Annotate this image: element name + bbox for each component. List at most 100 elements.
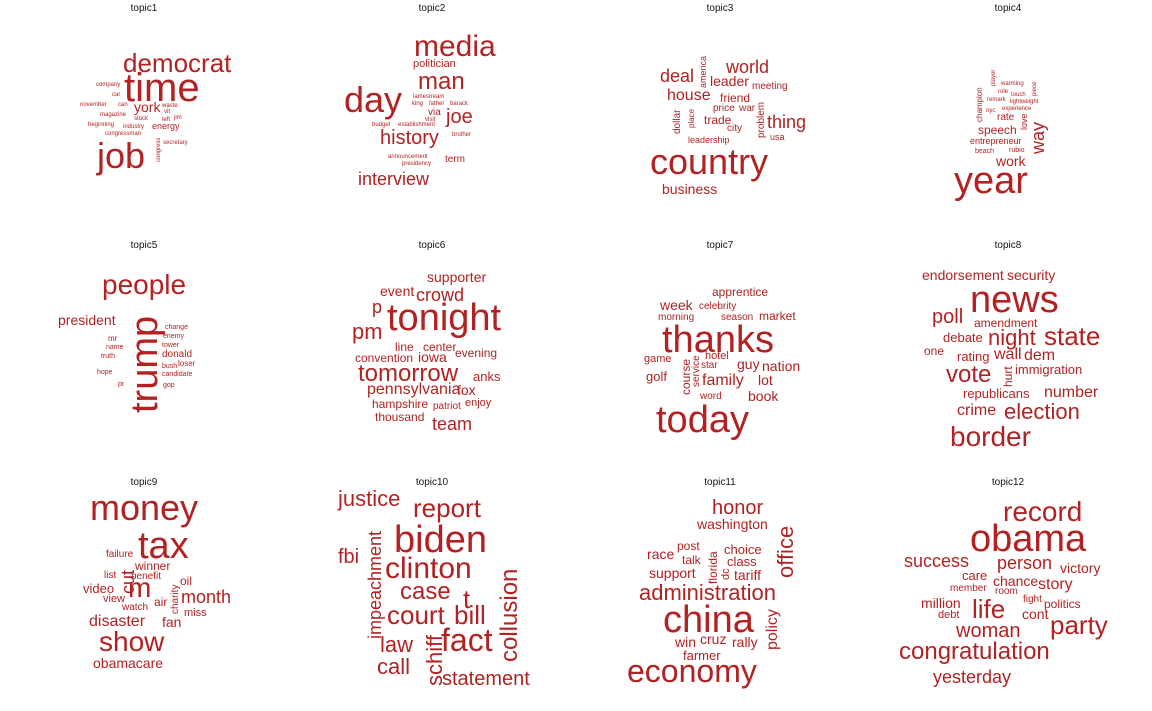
cloud-word: place [687, 108, 696, 128]
cloud-word: star [701, 360, 718, 371]
cloud-word: presidency [402, 161, 432, 167]
cloud-word: member [950, 583, 987, 594]
cloud-word: law [380, 632, 414, 657]
cloud-word: celebrity [699, 301, 737, 312]
cloud-word: impeachment [365, 530, 385, 639]
cloud-word: tomorrow [358, 360, 459, 387]
cloud-word: visit [425, 117, 436, 123]
panel-title: topic6 [418, 240, 446, 251]
cloud-word: beach [975, 148, 995, 155]
cloud-word: leader [710, 73, 749, 89]
cloud-word: day [344, 79, 403, 120]
cloud-word: wall [994, 346, 1022, 363]
cloud-word: immigration [1015, 362, 1083, 377]
cloud-word: father [429, 101, 445, 107]
cloud-word: honor [712, 497, 764, 519]
cloud-word: industry [123, 124, 145, 130]
cloud-word: million [921, 595, 961, 611]
cloud-word: bush [162, 363, 178, 370]
cloud-word: touch [1011, 92, 1026, 98]
panel-title: topic11 [704, 477, 736, 488]
cloud-word: change [165, 324, 188, 331]
cloud-word: person [997, 553, 1053, 573]
cloud-word: thing [767, 112, 807, 132]
cloud-word: office [773, 525, 798, 578]
cloud-word: politician [413, 58, 456, 70]
cloud-word: nation [762, 358, 801, 374]
cloud-word: can [118, 102, 128, 108]
cloud-word: security [1007, 267, 1056, 283]
cloud-word: china [663, 599, 754, 641]
cloud-word: loser [178, 359, 196, 368]
cloud-word: history [380, 127, 439, 149]
wordcloud-panel-topic6: topic6 supporter event crowd p tonight p… [288, 237, 576, 474]
cloud-word: season [721, 312, 754, 323]
cloud-word: obama [970, 518, 1087, 560]
cloud-word: media [414, 30, 496, 63]
cloud-word: hampshire [372, 397, 429, 411]
cloud-word: champion [975, 87, 984, 122]
cloud-word: lamestream [413, 94, 445, 100]
wordcloud-panel-topic8: topic8 endorsement security news poll am… [864, 237, 1152, 474]
cloud-word: oil [180, 574, 193, 588]
cloud-word: charity [170, 584, 181, 614]
cloud-word: chance [993, 573, 1039, 589]
cloud-word: morning [658, 312, 695, 323]
cloud-word: court [387, 600, 445, 630]
cloud-word: energy [152, 121, 180, 131]
panel-title: topic1 [130, 3, 158, 14]
cloud-word: tonight [387, 297, 502, 339]
cloud-word: budget [372, 122, 391, 128]
cloud-word: usa [770, 132, 785, 142]
cloud-word: talk [682, 553, 701, 567]
cloud-word: fact [441, 622, 493, 658]
cloud-word: enjoy [465, 397, 492, 409]
cloud-word: p [372, 297, 383, 317]
cloud-word: number [1044, 384, 1099, 401]
cloud-word: endorsement [922, 267, 1004, 283]
cloud-word: dem [1024, 347, 1056, 364]
cloud-word: money [90, 487, 199, 528]
cloud-word: disaster [89, 613, 146, 630]
cloud-word: piece [1032, 81, 1038, 96]
cloud-word: country [650, 141, 769, 182]
panel-title: topic8 [994, 240, 1022, 251]
cloud-word: secretary [163, 140, 188, 146]
cloud-word: beginning [88, 122, 115, 128]
cloud-word: debt [938, 609, 960, 621]
cloud-word: world [726, 57, 770, 77]
wordcloud-panel-topic10: topic10 justice report biden fbi impeach… [288, 474, 576, 711]
cloud-word: call [377, 654, 411, 679]
cloud-word: yesterday [933, 667, 1012, 687]
cloud-word: supporter [427, 269, 487, 285]
cloud-word: crowd [416, 285, 465, 305]
cloud-word: left [162, 117, 171, 123]
cloud-word: tax [138, 525, 189, 567]
cloud-word: entrepreneur [970, 136, 1022, 146]
cloud-word: success [904, 551, 970, 571]
cloud-word: race [647, 546, 675, 562]
cloud-word: role [998, 89, 1009, 95]
cloud-word: thanks [662, 319, 774, 361]
cloud-word: failure [106, 549, 134, 560]
cloud-word: problem [756, 101, 767, 138]
cloud-word: guy [737, 356, 760, 372]
cloud-word: congressman [105, 131, 142, 137]
cloud-word: cruz [700, 631, 727, 647]
wordcloud-panel-topic2: topic2 media politician man day lamestre… [288, 0, 576, 237]
cloud-word: name [106, 344, 124, 351]
cloud-word: woman [956, 620, 1021, 642]
cloud-word: statement [442, 668, 530, 690]
cloud-word: anks [473, 369, 501, 384]
cloud-word: cut [118, 569, 138, 594]
panel-title: topic2 [418, 3, 446, 14]
cloud-word: rubio [1009, 147, 1025, 154]
cloud-word: king [412, 101, 424, 107]
cloud-word: mr [108, 334, 118, 343]
cloud-word: event [380, 283, 415, 299]
cloud-word: report [413, 493, 481, 523]
panel-title: topic7 [706, 240, 734, 251]
cloud-word: cont [1022, 606, 1049, 622]
cloud-word: poll [932, 306, 964, 328]
cloud-word: people [102, 269, 187, 300]
